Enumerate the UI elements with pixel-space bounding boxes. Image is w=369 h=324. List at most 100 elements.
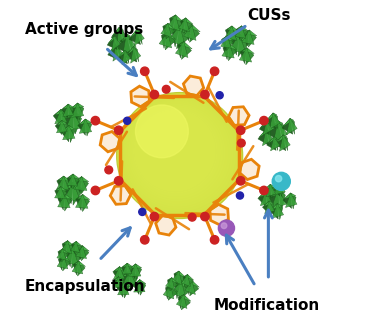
Circle shape [221,223,227,228]
Circle shape [137,113,212,188]
Circle shape [152,128,190,165]
Polygon shape [179,18,189,32]
Polygon shape [116,34,131,54]
Circle shape [144,119,202,178]
Text: Modification: Modification [214,298,320,313]
Polygon shape [59,194,72,199]
Polygon shape [78,119,86,135]
Polygon shape [63,104,73,109]
Polygon shape [183,76,204,96]
Polygon shape [130,264,141,276]
Polygon shape [222,44,234,58]
Polygon shape [265,113,276,129]
Polygon shape [130,270,138,291]
Polygon shape [114,267,126,271]
Polygon shape [269,201,274,215]
Polygon shape [123,263,132,267]
Polygon shape [283,193,292,208]
Polygon shape [140,280,146,295]
Polygon shape [224,44,237,50]
Polygon shape [182,18,193,24]
Polygon shape [68,248,82,255]
Polygon shape [56,176,69,190]
Polygon shape [133,280,140,295]
Polygon shape [236,26,242,40]
Circle shape [127,103,227,203]
Polygon shape [58,194,65,210]
Circle shape [201,212,209,221]
Polygon shape [265,184,275,190]
Polygon shape [279,135,290,151]
Polygon shape [129,264,135,279]
Circle shape [105,166,113,174]
Polygon shape [75,261,86,266]
Polygon shape [79,119,92,133]
Polygon shape [166,285,170,299]
Polygon shape [100,132,120,152]
Polygon shape [66,241,74,256]
Circle shape [158,134,179,155]
Polygon shape [267,137,276,150]
Polygon shape [135,264,142,280]
Polygon shape [127,34,133,54]
Polygon shape [114,36,118,49]
Polygon shape [117,283,124,297]
Polygon shape [271,203,282,210]
Polygon shape [123,270,138,276]
Circle shape [132,108,220,196]
Polygon shape [176,271,186,278]
Polygon shape [122,263,132,274]
Polygon shape [167,285,178,292]
Polygon shape [73,182,82,205]
Circle shape [155,131,184,160]
Polygon shape [73,261,79,275]
Circle shape [163,139,172,148]
Polygon shape [111,27,123,42]
Polygon shape [62,249,68,262]
Polygon shape [124,50,129,64]
Polygon shape [166,23,175,39]
Circle shape [128,104,225,201]
Polygon shape [171,15,184,22]
Circle shape [237,192,244,199]
Polygon shape [113,277,123,287]
Circle shape [118,94,240,216]
Polygon shape [63,125,75,140]
Polygon shape [243,30,249,46]
Polygon shape [123,34,136,56]
Circle shape [272,172,290,191]
Polygon shape [62,104,68,118]
Polygon shape [117,27,127,44]
Circle shape [125,101,230,206]
Polygon shape [75,177,82,193]
Polygon shape [68,174,79,179]
Polygon shape [64,182,80,201]
Polygon shape [65,111,82,118]
Polygon shape [270,184,275,198]
Polygon shape [76,246,87,259]
Polygon shape [258,129,269,145]
Polygon shape [113,45,123,61]
Polygon shape [53,110,61,126]
Polygon shape [56,187,67,191]
Polygon shape [63,125,75,131]
Polygon shape [268,189,279,210]
Polygon shape [72,261,83,274]
Polygon shape [262,201,270,214]
Polygon shape [69,125,75,143]
Polygon shape [62,121,67,135]
Text: Active groups: Active groups [25,22,143,37]
Circle shape [91,116,100,125]
Polygon shape [131,86,149,107]
Polygon shape [118,277,124,290]
Circle shape [260,186,268,195]
Polygon shape [178,41,184,58]
Polygon shape [163,285,174,299]
Polygon shape [120,267,125,282]
Circle shape [165,141,169,145]
Circle shape [117,93,242,218]
Polygon shape [266,191,271,207]
Polygon shape [58,256,64,270]
Circle shape [237,177,245,185]
Polygon shape [181,274,190,286]
